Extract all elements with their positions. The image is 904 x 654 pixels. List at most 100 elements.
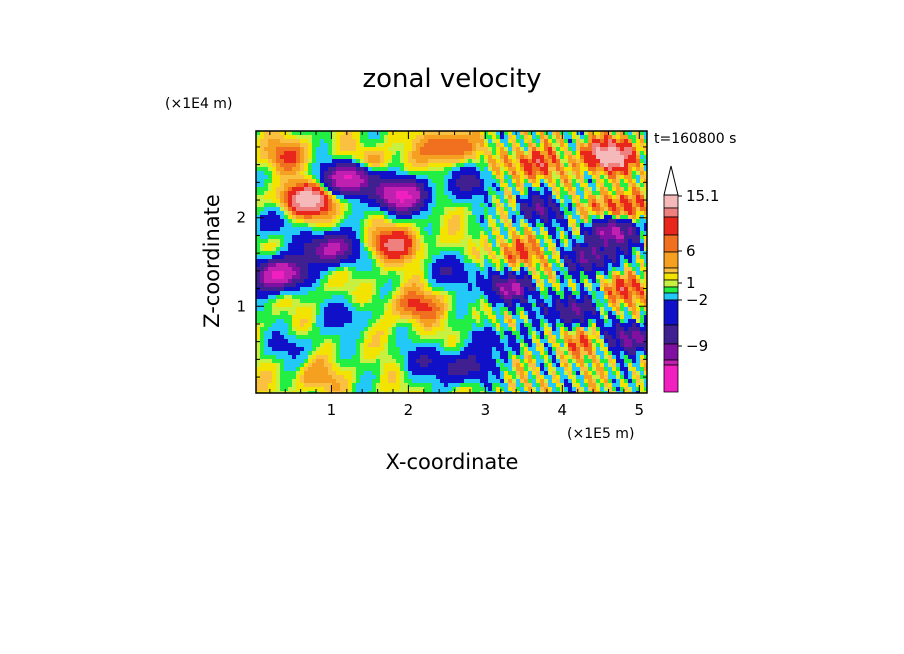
contour-cell [424, 331, 429, 336]
contour-cell [480, 139, 485, 144]
contour-cell [592, 215, 597, 220]
contour-cell [496, 171, 501, 176]
contour-cell [620, 283, 625, 288]
contour-cell [464, 307, 469, 312]
contour-cell [580, 255, 585, 260]
contour-cell [576, 331, 581, 336]
contour-cell [616, 175, 621, 180]
contour-cell [424, 311, 429, 316]
contour-cell [496, 259, 501, 264]
contour-cell [356, 263, 361, 268]
contour-cell [272, 295, 277, 300]
contour-cell [308, 183, 313, 188]
contour-cell [636, 203, 641, 208]
contour-cell [460, 239, 465, 244]
contour-cell [328, 291, 333, 296]
contour-cell [496, 251, 501, 256]
contour-cell [476, 199, 481, 204]
contour-cell [356, 247, 361, 252]
contour-cell [588, 251, 593, 256]
contour-cell [624, 175, 629, 180]
contour-cell [616, 275, 621, 280]
contour-cell [424, 135, 429, 140]
contour-cell [420, 187, 425, 192]
contour-cell [516, 315, 521, 320]
contour-cell [536, 231, 541, 236]
contour-cell [396, 307, 401, 312]
contour-cell [576, 283, 581, 288]
contour-cell [480, 171, 485, 176]
contour-cell [508, 151, 513, 156]
contour-cell [592, 131, 597, 136]
contour-cell [568, 271, 573, 276]
contour-cell [280, 327, 285, 332]
contour-cell [636, 223, 641, 228]
contour-cell [440, 311, 445, 316]
contour-cell [464, 235, 469, 240]
contour-cell [304, 279, 309, 284]
contour-cell [272, 167, 277, 172]
x-unit-label: (×1E5 m) [567, 426, 634, 442]
contour-cell [292, 179, 297, 184]
contour-cell [404, 295, 409, 300]
contour-cell [496, 263, 501, 268]
contour-cell [376, 203, 381, 208]
contour-cell [360, 199, 365, 204]
contour-cell [412, 307, 417, 312]
contour-cell [268, 327, 273, 332]
contour-cell [444, 171, 449, 176]
contour-cell [544, 303, 549, 308]
contour-cell [536, 147, 541, 152]
contour-cell [352, 195, 357, 200]
contour-cell [328, 267, 333, 272]
contour-cell [580, 307, 585, 312]
contour-cell [308, 179, 313, 184]
contour-cell [260, 223, 265, 228]
contour-cell [420, 243, 425, 248]
contour-cell [516, 203, 521, 208]
contour-cell [348, 151, 353, 156]
contour-cell [572, 319, 577, 324]
contour-cell [588, 291, 593, 296]
contour-cell [432, 191, 437, 196]
contour-cell [388, 275, 393, 280]
contour-cell [432, 231, 437, 236]
contour-cell [440, 235, 445, 240]
contour-cell [516, 299, 521, 304]
contour-cell [500, 255, 505, 260]
contour-cell [420, 211, 425, 216]
contour-cell [608, 303, 613, 308]
contour-cell [520, 239, 525, 244]
contour-cell [444, 155, 449, 160]
contour-cell [312, 207, 317, 212]
contour-cell [448, 255, 453, 260]
contour-cell [388, 319, 393, 324]
contour-cell [480, 207, 485, 212]
contour-cell [272, 223, 277, 228]
contour-cell [380, 171, 385, 176]
contour-cell [588, 143, 593, 148]
contour-cell [504, 279, 509, 284]
contour-cell [268, 223, 273, 228]
contour-cell [332, 259, 337, 264]
contour-cell [288, 207, 293, 212]
contour-cell [504, 275, 509, 280]
contour-cell [484, 327, 489, 332]
contour-cell [508, 227, 513, 232]
contour-cell [264, 147, 269, 152]
contour-cell [296, 283, 301, 288]
contour-cell [364, 183, 369, 188]
contour-cell [644, 207, 647, 212]
contour-cell [308, 163, 313, 168]
contour-cell [472, 247, 477, 252]
contour-cell [508, 255, 513, 260]
contour-cell [596, 227, 601, 232]
contour-cell [304, 211, 309, 216]
contour-cell [616, 287, 621, 292]
contour-cell [408, 319, 413, 324]
contour-cell [384, 307, 389, 312]
contour-cell [292, 315, 297, 320]
contour-cell [372, 231, 377, 236]
contour-cell [284, 215, 289, 220]
contour-cell [464, 331, 469, 336]
